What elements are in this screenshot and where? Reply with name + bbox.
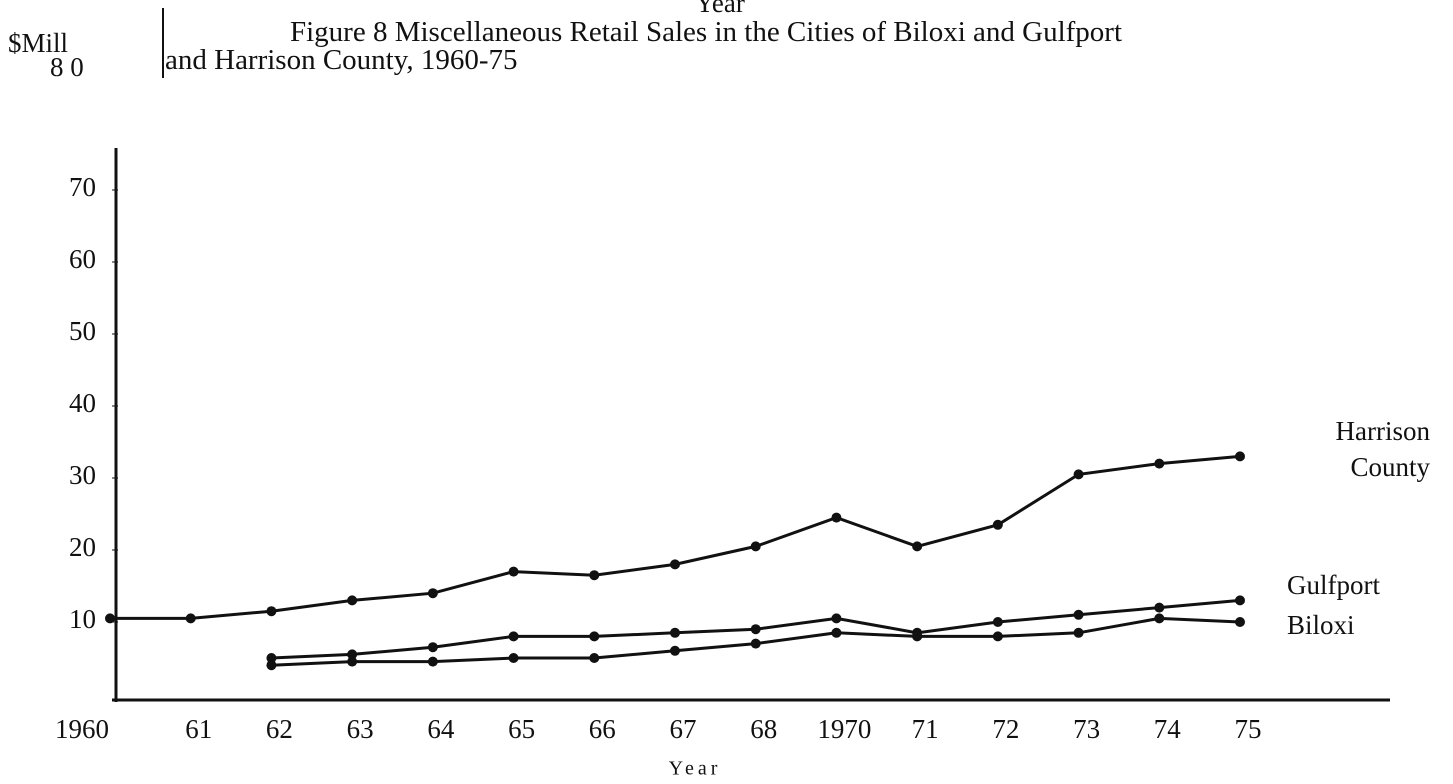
legend-label: Gulfport xyxy=(1287,570,1380,600)
data-point xyxy=(831,512,842,523)
data-point xyxy=(589,631,600,642)
data-point xyxy=(750,638,761,649)
data-point xyxy=(831,613,842,624)
y-unit-annotation: 8 0 xyxy=(50,52,84,82)
data-point xyxy=(589,653,600,663)
data-point xyxy=(266,660,277,671)
data-point xyxy=(427,656,438,667)
x-tick-label: 62 xyxy=(266,714,293,744)
series-line xyxy=(110,454,1241,620)
data-point xyxy=(1235,451,1245,462)
data-point xyxy=(347,649,358,660)
y-tick-label: 70 xyxy=(69,172,96,202)
data-point xyxy=(1235,617,1245,627)
x-tick-label: 66 xyxy=(589,714,616,744)
x-tick-label: 72 xyxy=(992,714,1019,744)
data-point xyxy=(266,606,277,617)
data-point xyxy=(670,645,680,656)
data-point xyxy=(912,631,923,642)
x-tick-label: 67 xyxy=(670,714,697,744)
x-tick-label: 75 xyxy=(1235,714,1262,744)
top-label: Year xyxy=(695,0,745,18)
data-point xyxy=(508,653,519,663)
data-point xyxy=(670,627,680,638)
data-point xyxy=(992,631,1003,642)
data-point xyxy=(427,642,438,653)
data-point xyxy=(266,653,277,663)
x-tick-label: 1970 xyxy=(817,714,871,744)
data-point xyxy=(508,631,519,642)
x-tick-label: 64 xyxy=(427,714,455,744)
data-point xyxy=(1154,602,1165,613)
y-tick-label: 50 xyxy=(69,316,96,346)
x-tick-label: 65 xyxy=(508,714,535,744)
data-point xyxy=(750,624,761,635)
data-point xyxy=(105,613,115,624)
chart-title: Figure 8 Miscellaneous Retail Sales in t… xyxy=(165,16,1123,76)
x-axis-label: Year xyxy=(669,758,722,780)
data-point xyxy=(1154,613,1165,624)
data-point xyxy=(347,595,358,606)
x-tick-label: 1960 xyxy=(55,714,109,744)
y-tick-label: 20 xyxy=(69,532,96,562)
data-point xyxy=(1073,609,1084,620)
x-tick-label: 68 xyxy=(750,714,777,744)
data-point xyxy=(912,541,923,552)
data-point xyxy=(992,617,1003,627)
x-tick-label: 71 xyxy=(912,714,939,744)
data-point xyxy=(831,627,842,638)
data-point xyxy=(1154,458,1165,469)
data-point xyxy=(1073,469,1084,480)
x-tick-label: 73 xyxy=(1073,714,1100,744)
x-tick-label: 74 xyxy=(1154,714,1182,744)
x-tick-label: 63 xyxy=(347,714,374,744)
data-point xyxy=(992,519,1003,530)
data-point xyxy=(750,541,761,552)
y-tick-label: 40 xyxy=(69,388,96,418)
data-point xyxy=(427,588,438,599)
data-point xyxy=(347,656,358,667)
y-tick-label: 60 xyxy=(69,244,96,274)
data-point xyxy=(185,613,196,624)
data-point xyxy=(1073,627,1084,638)
data-point xyxy=(1235,595,1245,606)
y-tick-label: 30 xyxy=(69,460,96,490)
data-point xyxy=(589,570,600,581)
x-tick-label: 61 xyxy=(185,714,212,744)
y-unit: $Mill xyxy=(8,28,68,58)
data-point xyxy=(508,566,519,577)
data-point xyxy=(670,559,680,570)
y-tick-label: 10 xyxy=(69,604,96,634)
legend-label: Biloxi xyxy=(1287,610,1355,640)
legend-label: Harrison County xyxy=(1336,416,1431,482)
